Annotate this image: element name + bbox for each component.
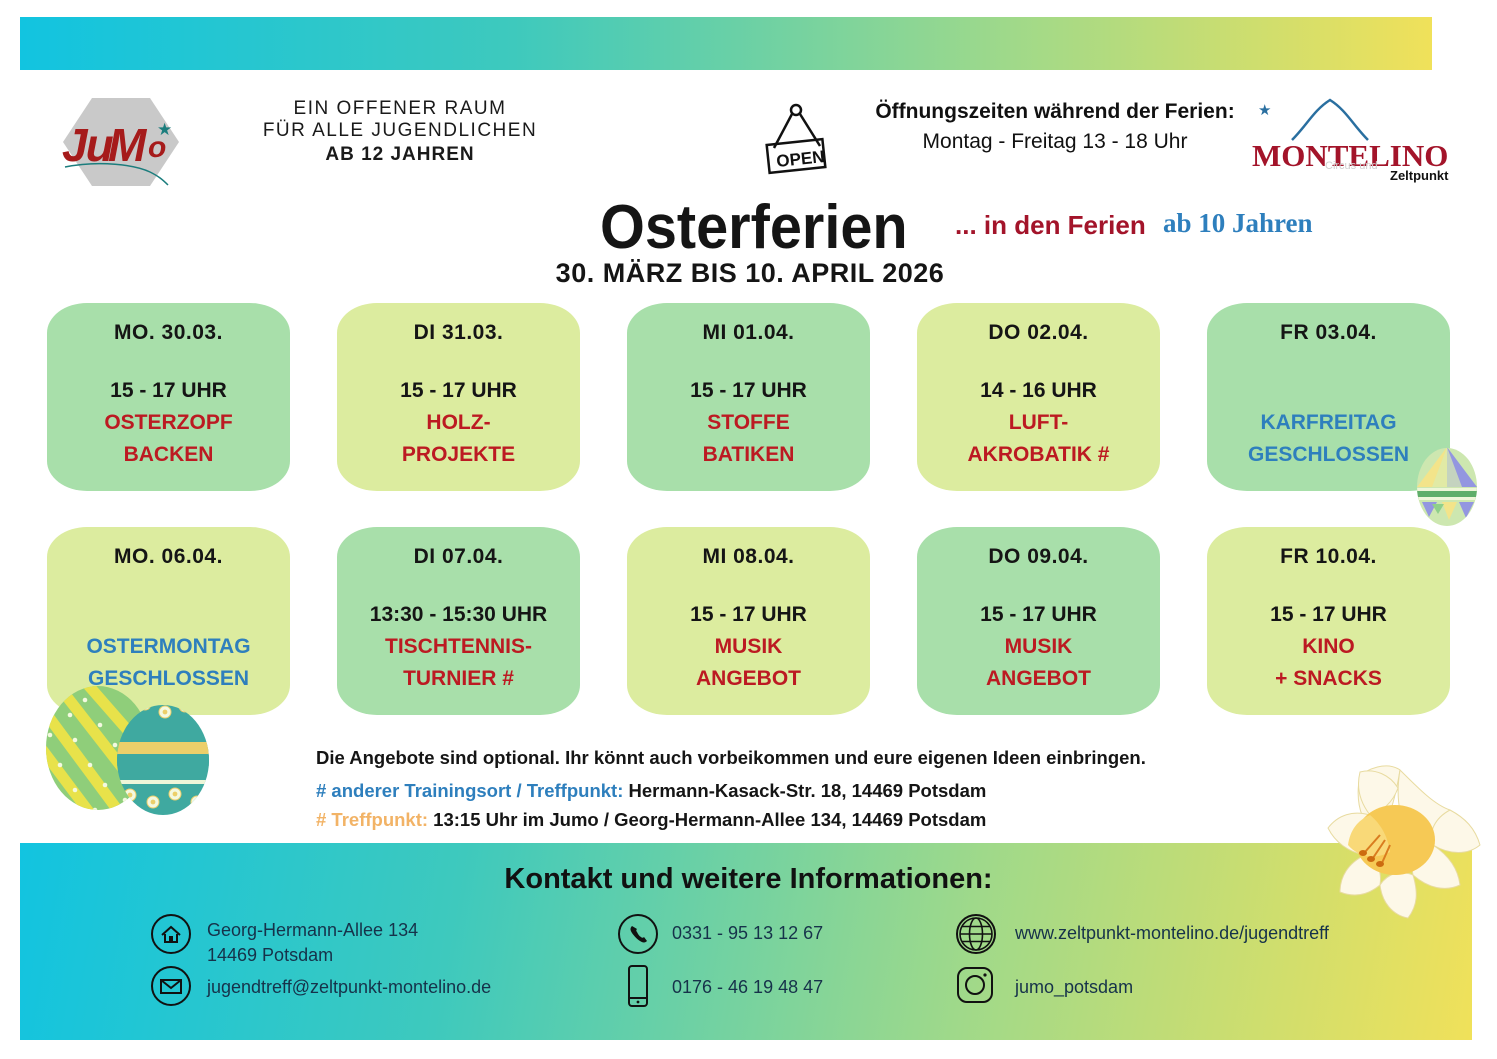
svg-text:M: M <box>108 119 148 171</box>
svg-text:Zeltpunkt: Zeltpunkt <box>1390 168 1449 183</box>
svg-text:★: ★ <box>1258 102 1271 119</box>
svg-text:Circus und: Circus und <box>1325 160 1378 172</box>
svg-text:★: ★ <box>157 120 172 139</box>
